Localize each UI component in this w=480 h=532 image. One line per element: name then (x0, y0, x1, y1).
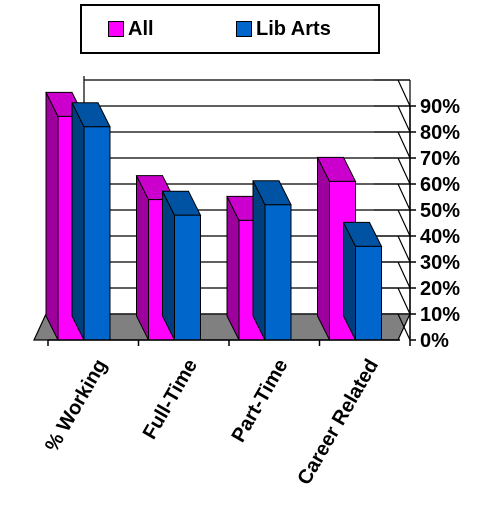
legend: All Lib Arts (80, 4, 380, 54)
y-tick-label: 30% (420, 252, 460, 274)
y-axis-depth-line (397, 313, 411, 341)
y-tick-label: 70% (420, 148, 460, 170)
bar-side (136, 175, 149, 341)
bar-lib-arts (174, 214, 201, 341)
bar-lib-arts (264, 204, 292, 341)
legend-label-all: All (128, 18, 154, 40)
x-tick-label: Career Related (293, 356, 383, 489)
legend-item-lib-arts: Lib Arts (236, 19, 331, 39)
legend-swatch-all (108, 21, 124, 37)
legend-label-lib-arts: Lib Arts (256, 18, 331, 40)
y-axis-depth-line (397, 157, 411, 185)
bar-lib-arts (83, 126, 111, 341)
x-tick-label: Part-Time (228, 356, 293, 447)
y-tick-label: 80% (420, 122, 460, 144)
y-tick-label: 20% (420, 278, 460, 300)
bar-side (317, 157, 330, 341)
y-tick-label: 60% (420, 174, 460, 196)
y-tick-label: 90% (420, 96, 460, 118)
x-tick-label: Full-Time (139, 356, 202, 444)
bar-side (226, 196, 240, 341)
y-tick-label: 40% (420, 226, 460, 248)
bar-lib-arts (355, 245, 382, 341)
legend-swatch-lib-arts (236, 21, 252, 37)
bar-side (162, 190, 175, 341)
bar-side (45, 92, 59, 341)
y-axis-depth-line (397, 183, 411, 211)
y-axis-depth-line (397, 105, 411, 133)
y-tick-label: 50% (420, 200, 460, 222)
y-axis-depth-line (397, 235, 411, 263)
x-tick-label: % Working (41, 356, 112, 456)
y-tick-label: 0% (420, 330, 449, 352)
bar-side (71, 102, 85, 341)
y-tick-label: 10% (420, 304, 460, 326)
legend-item-all: All (108, 19, 154, 39)
y-axis-depth-line (397, 79, 411, 107)
bar-side (252, 180, 266, 341)
y-axis-depth-line (397, 131, 411, 159)
y-axis-depth-line (397, 261, 411, 289)
y-axis-depth-line (397, 209, 411, 237)
y-axis-depth-line (397, 287, 411, 315)
